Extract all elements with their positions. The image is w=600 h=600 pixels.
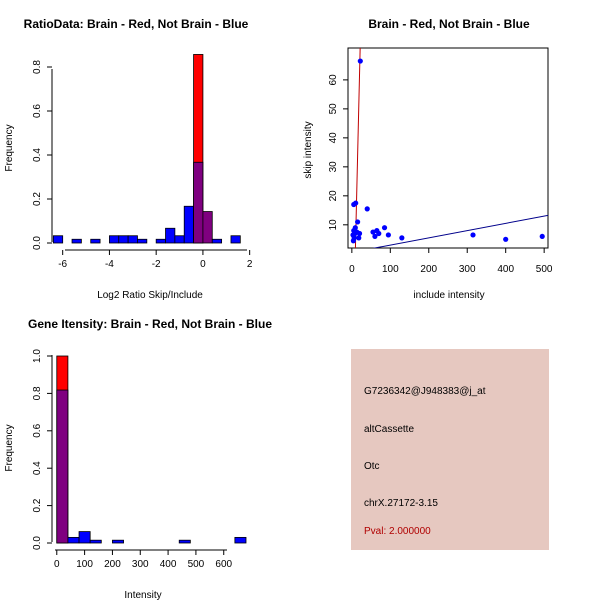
- not-brain-fit-line: [372, 214, 548, 248]
- scatter-y-tick-label: 50: [328, 103, 339, 115]
- ratio-y-tick-label: 0.2: [32, 192, 43, 206]
- brain-point: [357, 58, 363, 64]
- probe-id-text: G7236342@J948383@j_at: [364, 386, 486, 397]
- ratio-bar-not-brain-14: [230, 235, 241, 244]
- gene-y-tick-label: 0.0: [32, 536, 43, 550]
- scatter-y-tick-label: 60: [328, 74, 339, 86]
- not-brain-point: [356, 235, 362, 241]
- ratio-bars: [52, 54, 241, 244]
- gene-bar-not-brain-5: [112, 539, 124, 544]
- event-type-text: altCassette: [364, 424, 415, 435]
- scatter-y-tick-label: 40: [328, 132, 339, 144]
- gene-x-tick-label: 500: [188, 559, 205, 570]
- ratio-y-tick-label: 0.0: [32, 236, 43, 250]
- scatter-x-label: include intensity: [413, 290, 484, 301]
- gene-histogram-title: Gene Itensity: Brain - Red, Not Brain - …: [28, 317, 272, 331]
- gene-y-tick-label: 0.2: [32, 498, 43, 512]
- ratio-x-tick-label: 0: [200, 259, 206, 270]
- gene-bars: [56, 355, 247, 544]
- ratio-bar-not-brain-8: [165, 227, 176, 244]
- scatter-x-tick-label: 200: [420, 264, 437, 275]
- not-brain-point: [381, 225, 388, 231]
- ratio-y-tick-label: 0.8: [32, 60, 43, 74]
- not-brain-point: [376, 230, 382, 237]
- scatter-y-tick-label: 10: [328, 219, 339, 231]
- not-brain-point: [364, 206, 370, 212]
- gene-y-tick-label: 0.6: [32, 423, 43, 437]
- not-brain-point: [353, 200, 359, 206]
- ratio-bar-overlap-11: [193, 161, 204, 244]
- gene-bar-not-brain-2: [78, 531, 91, 544]
- ratio-y-tick-label: 0.4: [32, 148, 43, 162]
- ratio-ticks: -6 -4 -2 0 2 0.0 0.2 0.4 0.6 0.8: [32, 60, 253, 270]
- ratio-bar-not-brain-1: [71, 238, 82, 244]
- gene-bar-overlap-0: [56, 389, 69, 544]
- ratio-bar-not-brain-7: [155, 238, 166, 244]
- scatter-y-tick-label: 20: [328, 190, 339, 202]
- not-brain-point: [470, 232, 476, 238]
- not-brain-point: [399, 235, 405, 241]
- gene-bar-not-brain-1: [67, 536, 80, 544]
- scatter-ticks: 0 100 200 300 400 500 10 20 30 40 50 60: [328, 74, 553, 275]
- scatter-frame: [347, 47, 549, 249]
- gene-bar-not-brain-7: [234, 536, 247, 544]
- scatter-x-tick-label: 300: [459, 264, 476, 275]
- gene-x-tick-label: 600: [215, 559, 232, 570]
- ratio-x-label: Log2 Ratio Skip/Include: [97, 290, 203, 301]
- gene-intensity-histogram: Gene Itensity: Brain - Red, Not Brain - …: [4, 317, 272, 600]
- ratio-x-tick-label: -2: [152, 259, 161, 270]
- gene-x-label: Intensity: [124, 590, 161, 600]
- scatter-y-label: skip intensity: [303, 121, 314, 178]
- ratio-bar-not-brain-3: [109, 235, 120, 244]
- not-brain-point: [503, 236, 509, 242]
- gene-bar-not-brain-6: [178, 539, 191, 544]
- not-brain-point: [539, 233, 545, 240]
- gene-y-tick-label: 1.0: [32, 349, 43, 363]
- gene-x-tick-label: 100: [76, 559, 93, 570]
- pval-text: Pval: 2.000000: [364, 526, 431, 537]
- not-brain-point: [356, 230, 363, 237]
- scatter-x-tick-label: 400: [497, 264, 514, 275]
- scatter-plot-area: [350, 48, 548, 248]
- gene-y-label: Frequency: [4, 424, 15, 471]
- ratio-bar-not-brain-0: [52, 235, 64, 244]
- ratio-bar-overlap-12: [202, 211, 213, 244]
- intensity-scatter: Brain - Red, Not Brain - Blue 0 100 200 300…: [303, 17, 553, 301]
- ratio-x-tick-label: -6: [58, 259, 67, 270]
- ratio-bar-not-brain-6: [137, 238, 148, 244]
- ratio-bar-not-brain-5: [127, 235, 138, 244]
- location-text: chrX.27172-3.15: [364, 498, 438, 509]
- info-panel: G7236342@J948383@j_at altCassette Otc ch…: [351, 349, 549, 550]
- gene-y-tick-label: 0.8: [32, 386, 43, 400]
- ratio-bar-not-brain-10: [183, 205, 194, 244]
- scatter-y-tick-label: 30: [328, 161, 339, 173]
- gene-name-text: Otc: [364, 461, 380, 472]
- ratio-histogram-title: RatioData: Brain - Red, Not Brain - Blue: [24, 17, 249, 31]
- gene-x-tick-label: 300: [132, 559, 149, 570]
- gene-x-tick-label: 0: [54, 559, 60, 570]
- ratio-y-label: Frequency: [4, 124, 15, 171]
- not-brain-point: [372, 233, 378, 240]
- gene-x-tick-label: 400: [160, 559, 177, 570]
- scatter-x-tick-label: 100: [382, 264, 399, 275]
- ratio-x-tick-label: -4: [105, 259, 114, 270]
- gene-ticks: 0 100 200 300 400 500 600 0.0 0.2 0.4 0.6 0.8 1.0: [32, 349, 233, 570]
- gene-bar-not-brain-3: [89, 539, 102, 544]
- not-brain-point: [385, 232, 391, 238]
- scatter-x-tick-label: 500: [536, 264, 553, 275]
- not-brain-point: [352, 225, 358, 231]
- ratio-y-tick-label: 0.6: [32, 104, 43, 118]
- gene-x-tick-label: 200: [104, 559, 121, 570]
- ratio-bar-not-brain-2: [90, 238, 101, 244]
- not-brain-point: [355, 219, 361, 225]
- ratio-histogram: RatioData: Brain - Red, Not Brain - Blue…: [4, 17, 253, 301]
- ratio-bar-not-brain-13: [211, 238, 223, 244]
- ratio-bar-not-brain-4: [118, 235, 129, 244]
- ratio-bar-not-brain-9: [174, 235, 185, 244]
- gene-y-tick-label: 0.4: [32, 461, 43, 475]
- ratio-x-tick-label: 2: [247, 259, 253, 270]
- scatter-title: Brain - Red, Not Brain - Blue: [368, 17, 530, 31]
- scatter-x-tick-label: 0: [349, 264, 355, 275]
